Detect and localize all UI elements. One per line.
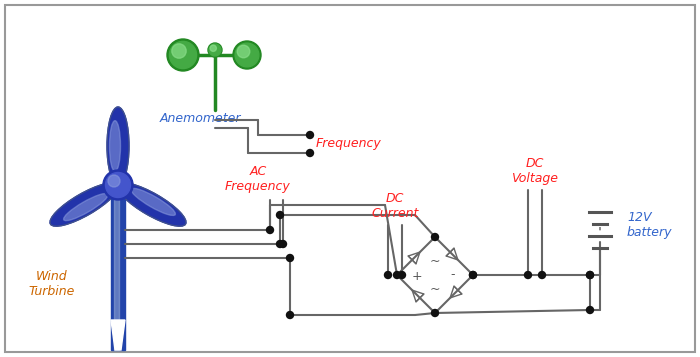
Ellipse shape [107,107,129,185]
Circle shape [286,255,293,261]
Circle shape [538,272,545,278]
Ellipse shape [167,39,199,71]
Circle shape [279,241,286,247]
Circle shape [587,272,594,278]
Ellipse shape [109,121,120,171]
Circle shape [393,272,400,278]
Text: Anemometer: Anemometer [160,112,242,125]
Circle shape [587,272,594,278]
Circle shape [398,272,405,278]
Circle shape [470,272,477,278]
Ellipse shape [50,183,118,226]
Text: ~: ~ [430,255,440,267]
Ellipse shape [131,188,176,215]
Circle shape [470,272,477,278]
Polygon shape [111,320,125,350]
Ellipse shape [103,170,133,200]
Text: Frequency: Frequency [316,136,382,150]
Circle shape [384,272,391,278]
Bar [111,185,125,350]
Text: Wind
Turbine: Wind Turbine [29,270,75,298]
Ellipse shape [208,43,222,57]
Circle shape [307,131,314,139]
Ellipse shape [106,172,130,197]
Circle shape [587,307,594,313]
Ellipse shape [108,175,120,187]
Circle shape [307,150,314,156]
Text: ~: ~ [430,282,440,296]
Ellipse shape [235,43,259,67]
Circle shape [276,241,284,247]
Circle shape [431,233,438,241]
Circle shape [267,226,274,233]
Circle shape [276,211,284,218]
Ellipse shape [64,193,108,221]
Ellipse shape [210,45,216,51]
Ellipse shape [237,45,250,58]
Circle shape [286,312,293,318]
Ellipse shape [118,183,186,226]
Text: AC
Frequency: AC Frequency [225,165,291,193]
Text: +: + [412,270,422,282]
Text: -: - [451,268,455,282]
Text: DC
Current: DC Current [371,192,419,220]
Bar [114,185,119,350]
Ellipse shape [172,44,186,58]
Ellipse shape [233,41,261,69]
Circle shape [524,272,531,278]
Text: DC
Voltage: DC Voltage [512,157,559,185]
Circle shape [431,310,438,317]
Ellipse shape [209,44,221,56]
Ellipse shape [169,41,197,69]
Text: 12V
battery: 12V battery [627,211,673,239]
